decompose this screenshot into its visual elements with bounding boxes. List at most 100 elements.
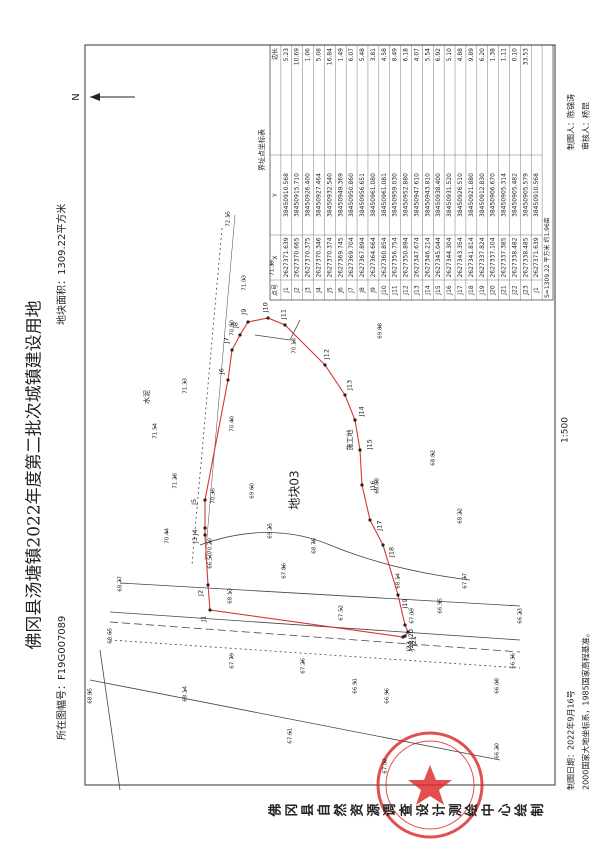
point-label: J3 <box>191 537 199 544</box>
table-cell: 1.38 <box>490 48 497 62</box>
boundary-point <box>343 393 347 397</box>
elevation-label: 67.79 <box>230 653 236 669</box>
point-label: J19 <box>401 598 409 609</box>
elevation-dot <box>411 611 413 613</box>
table-cell: 2627356.754 <box>392 237 399 277</box>
point-label: J4 <box>191 529 199 536</box>
boundary-point <box>203 498 207 502</box>
slope-line <box>199 532 471 581</box>
north-arrow <box>90 93 135 101</box>
elevation-label: 66.91 <box>353 678 359 694</box>
table-area: S=1309.22 平方米 约1.96亩 <box>543 217 551 298</box>
table-cell: 38450947.610 <box>413 173 420 217</box>
point-label: J18 <box>388 547 396 558</box>
table-cell: 2627370.374 <box>326 237 333 277</box>
table-cell: 2627337.385 <box>501 237 508 277</box>
table-cell: J8 <box>359 287 366 294</box>
table-cell: J13 <box>413 285 420 296</box>
elevation-dot <box>89 691 91 693</box>
table-cell: J15 <box>435 285 442 296</box>
table-cell: 1.06 <box>305 48 312 62</box>
wall-line <box>191 227 223 566</box>
elevation-dot <box>354 681 356 683</box>
table-cell: 38450915.710 <box>294 173 301 217</box>
elevation-label: 69.60 <box>250 483 256 499</box>
table-cell: J3 <box>305 287 312 294</box>
point-label: J2 <box>196 590 204 597</box>
seal-ring-inner <box>385 740 475 830</box>
table-cell: 38450949.369 <box>337 173 344 217</box>
elevation-label: 68.14 <box>396 573 402 589</box>
elevation-label: 70.20 <box>208 538 214 554</box>
table-cell: J10 <box>381 285 388 296</box>
elevation-dot <box>293 341 295 343</box>
elevation-dot <box>464 576 466 578</box>
point-label: J7 <box>223 337 231 344</box>
point-label: J1 <box>199 616 207 623</box>
table-cell: J21 <box>501 285 508 296</box>
elevation-label: 68.85 <box>88 688 94 704</box>
table-cell: 38450921.880 <box>468 173 475 217</box>
boundary-point <box>401 635 405 639</box>
boundary-point <box>206 583 210 587</box>
elevation-label: 66.50 <box>208 553 214 569</box>
elevation-label: 66.08 <box>495 678 501 694</box>
table-cell: 38450910.568 <box>533 173 540 217</box>
seal <box>376 731 484 839</box>
elevation-label: 66.96 <box>385 688 391 704</box>
elevation-label: 71.28 <box>173 473 179 489</box>
terrain-lines <box>89 214 521 791</box>
boundary-point <box>406 630 410 634</box>
boundary-point <box>323 363 327 367</box>
table-cell: 38450905.482 <box>511 173 518 217</box>
elevation-label: 68.13 <box>228 588 234 604</box>
table-cell: 38450910.568 <box>283 173 290 217</box>
table-cell: 38450906.670 <box>490 173 497 217</box>
elevation-label: 70.44 <box>165 528 171 544</box>
table-cell: 38450932.540 <box>326 173 333 217</box>
table-cell: 2627370.346 <box>315 237 322 277</box>
table-cell: J5 <box>326 287 333 294</box>
table-cell: 2627344.304 <box>446 237 453 277</box>
institute: 佛冈县自然资源调查设计测绘中心绘制 <box>267 803 546 820</box>
elevation-dot <box>397 576 399 578</box>
table-cell: 2627337.824 <box>479 237 486 277</box>
point-label: J14 <box>358 406 366 417</box>
elevation-label: 69.25 <box>268 523 274 539</box>
elevation-label: 67.61 <box>288 728 294 744</box>
table-cell: 2627337.104 <box>490 237 497 277</box>
elevation-label: 70.80 <box>230 320 236 336</box>
boundary-point <box>246 320 250 324</box>
point-label: J23 <box>405 641 413 652</box>
elevation-label: 70.35 <box>211 488 217 504</box>
table-cell: 6.07 <box>348 48 355 62</box>
elevation-dot <box>231 323 233 325</box>
table-cell: 2627370.665 <box>294 237 301 277</box>
boundary-point <box>203 533 207 537</box>
map-label: 水泥 <box>142 390 151 404</box>
road-edge <box>109 611 521 641</box>
table-cell: 2627364.664 <box>370 237 377 277</box>
table-cell: 38450943.810 <box>424 173 431 217</box>
table-cell: 5.08 <box>315 48 322 62</box>
table-cell: 2627370.375 <box>305 237 312 277</box>
elevation-label: 68.88 <box>375 478 381 494</box>
elevation-dot <box>119 579 121 581</box>
table-cell: J20 <box>490 285 497 296</box>
elevation-dot <box>166 531 168 533</box>
elevation-dot <box>251 486 253 488</box>
elevation-label: 66.95 <box>438 598 444 614</box>
table-cell: J23 <box>522 285 529 296</box>
elevation-dot <box>227 214 229 216</box>
elevation-label: 67.26 <box>301 658 307 674</box>
table-cell: 2627347.674 <box>413 237 420 277</box>
boundary-point <box>358 448 362 452</box>
boundary-point <box>403 623 407 627</box>
table-cell: 16.84 <box>326 48 333 65</box>
boundary-point <box>238 333 242 337</box>
boundary-point <box>266 316 270 320</box>
road-dotted <box>109 639 521 669</box>
table-cell: J1 <box>283 287 290 294</box>
table-cell: J18 <box>468 285 475 296</box>
